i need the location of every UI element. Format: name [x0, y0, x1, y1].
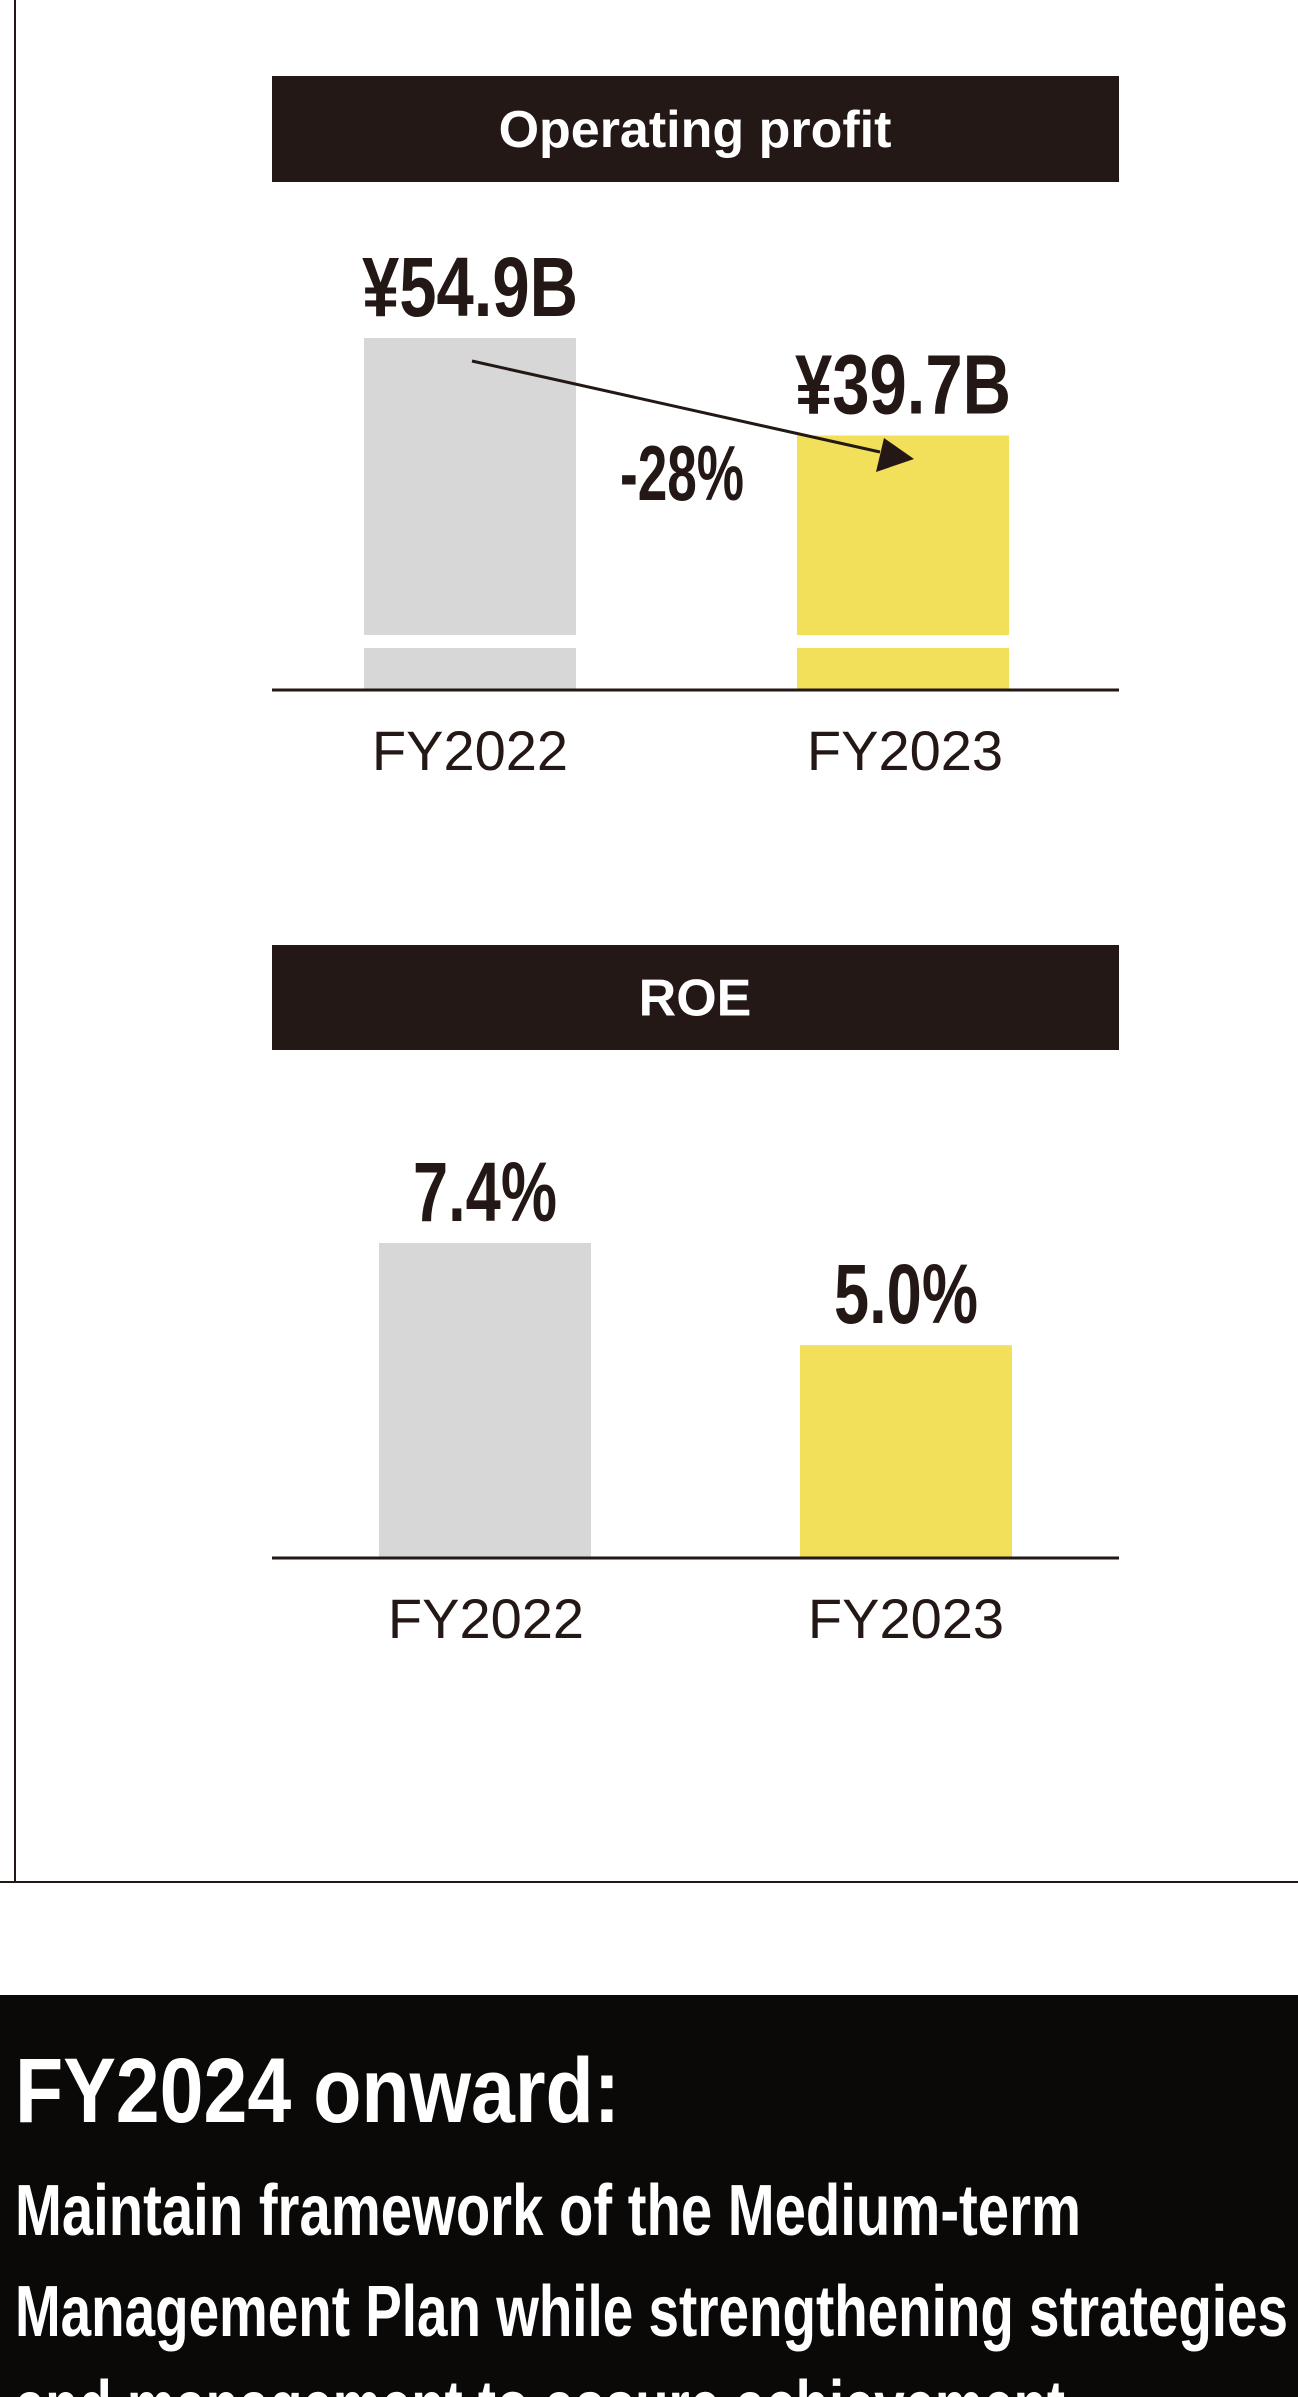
annotation: -28% [620, 429, 744, 517]
x-tick-label: FY2023 [808, 1587, 1004, 1650]
value-label: 7.4% [413, 1145, 557, 1239]
arrow-head [876, 438, 914, 472]
value-label: ¥39.7B [795, 337, 1011, 431]
footer-heading: FY2024 onward: [15, 2040, 620, 2142]
chart-title: Operating profit [499, 101, 892, 159]
footer-line: Maintain framework of the Medium-term [15, 2171, 1081, 2251]
axis-break [360, 635, 580, 648]
chart-title-bar [272, 76, 1119, 182]
bar [364, 338, 576, 690]
bar [379, 1243, 591, 1558]
x-tick-label: FY2022 [388, 1587, 584, 1650]
x-tick-label: FY2023 [807, 719, 1003, 782]
footer-line: Management Plan while strengthening stra… [15, 2272, 1288, 2352]
axis-break [793, 635, 1013, 648]
arrow-line [471, 359, 881, 454]
chart-title: ROE [639, 970, 752, 1028]
chart-title-bar [272, 945, 1119, 1050]
footer-panel [0, 1995, 1298, 2397]
footer-line: and management to assure achievement [15, 2367, 1065, 2397]
x-tick-label: FY2022 [372, 719, 568, 782]
bar [797, 435, 1009, 690]
value-label: 5.0% [834, 1247, 978, 1341]
value-label: ¥54.9B [362, 240, 578, 334]
bar [800, 1345, 1012, 1558]
